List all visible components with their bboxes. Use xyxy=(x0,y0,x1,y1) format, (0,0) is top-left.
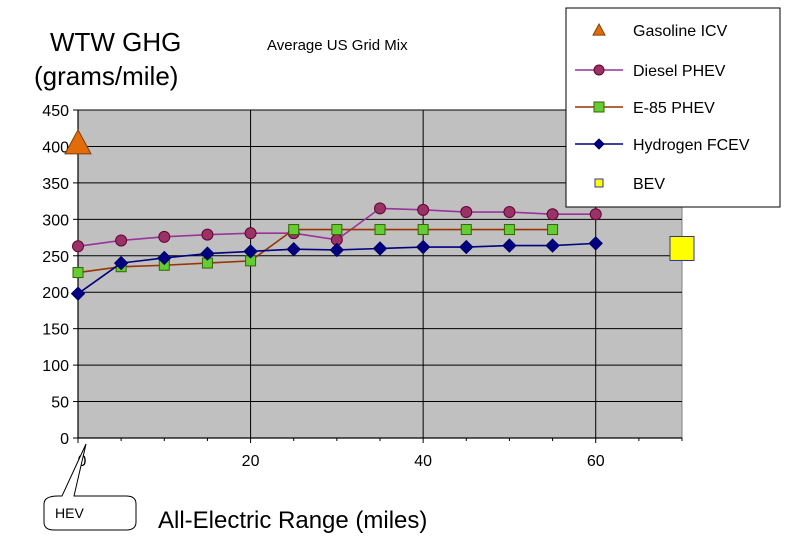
data-point xyxy=(329,242,345,258)
data-point xyxy=(200,246,215,261)
data-point xyxy=(115,234,128,247)
data-point xyxy=(243,244,258,259)
x-tick-label: 60 xyxy=(587,453,605,470)
y-tick-label: 50 xyxy=(51,395,69,412)
y-tick-label: 450 xyxy=(42,103,69,120)
data-point xyxy=(72,240,84,253)
chart-title: Average US Grid Mix xyxy=(267,37,408,54)
data-point xyxy=(589,208,602,221)
data-point xyxy=(286,242,301,257)
data-point xyxy=(374,202,386,215)
legend-marker xyxy=(594,178,604,188)
data-point xyxy=(72,267,84,279)
data-point xyxy=(372,241,388,256)
legend-entry: Diesel PHEV xyxy=(575,63,726,80)
data-point xyxy=(669,235,695,261)
y-tick-label: 150 xyxy=(42,322,69,339)
data-point xyxy=(460,224,472,236)
data-point xyxy=(547,224,559,236)
data-point xyxy=(417,224,429,236)
legend-label: Hydrogen FCEV xyxy=(633,137,750,154)
legend-entry: E-85 PHEV xyxy=(575,100,715,117)
series-line xyxy=(77,228,553,274)
y-axis-label-line2: (grams/mile) xyxy=(34,61,178,91)
y-tick-label: 300 xyxy=(42,212,69,229)
y-tick-label: 350 xyxy=(42,176,69,193)
hev-callout-bubble xyxy=(43,443,137,531)
data-point xyxy=(70,286,86,301)
data-point xyxy=(113,255,129,271)
y-tick-label: 400 xyxy=(42,139,69,156)
data-point xyxy=(244,227,257,240)
legend-marker xyxy=(593,138,605,150)
legend-marker xyxy=(593,101,605,113)
data-point xyxy=(588,236,603,251)
hev-callout-label: HEV xyxy=(55,505,84,521)
x-tick-label: 40 xyxy=(414,453,432,470)
series-bev xyxy=(669,235,695,261)
legend-label: BEV xyxy=(633,176,665,193)
legend-label: Diesel PHEV xyxy=(633,63,726,80)
legend-marker xyxy=(593,64,605,76)
legend-entry: Gasoline ICV xyxy=(592,22,728,40)
data-point xyxy=(503,224,515,236)
data-point xyxy=(415,239,431,255)
hev-callout: HEV xyxy=(43,443,137,531)
data-point xyxy=(545,238,560,253)
series-gasoline-icv xyxy=(64,128,92,155)
data-point xyxy=(158,230,171,243)
legend-label: E-85 PHEV xyxy=(633,100,715,117)
data-point xyxy=(201,228,214,241)
data-point xyxy=(157,250,172,266)
y-tick-label: 0 xyxy=(60,431,69,448)
legend-entry: BEV xyxy=(594,176,665,193)
legend-marker xyxy=(592,22,606,36)
data-point xyxy=(459,239,474,255)
series-hydrogen-fcev xyxy=(70,236,603,301)
data-point xyxy=(374,224,386,236)
data-point xyxy=(460,206,473,219)
series-diesel-phev xyxy=(72,202,602,253)
x-tick-label: 20 xyxy=(242,453,260,470)
data-point xyxy=(288,224,300,236)
series-layer xyxy=(64,128,695,301)
data-point xyxy=(64,128,92,155)
data-point xyxy=(417,203,430,216)
data-point xyxy=(503,206,516,219)
x-axis-label: All-Electric Range (miles) xyxy=(158,507,427,534)
y-tick-label: 200 xyxy=(42,285,69,302)
data-point xyxy=(331,224,343,236)
legend-label: Gasoline ICV xyxy=(633,23,728,40)
data-point xyxy=(546,208,559,221)
data-point xyxy=(502,238,517,253)
y-tick-label: 250 xyxy=(42,249,69,266)
legend-entry: Hydrogen FCEV xyxy=(575,137,750,154)
legend: Gasoline ICV Diesel PHEV E-85 PHEV Hydrogen… xyxy=(565,7,781,208)
y-axis-label-line1: WTW GHG xyxy=(50,27,181,57)
y-tick-label: 100 xyxy=(42,358,69,375)
